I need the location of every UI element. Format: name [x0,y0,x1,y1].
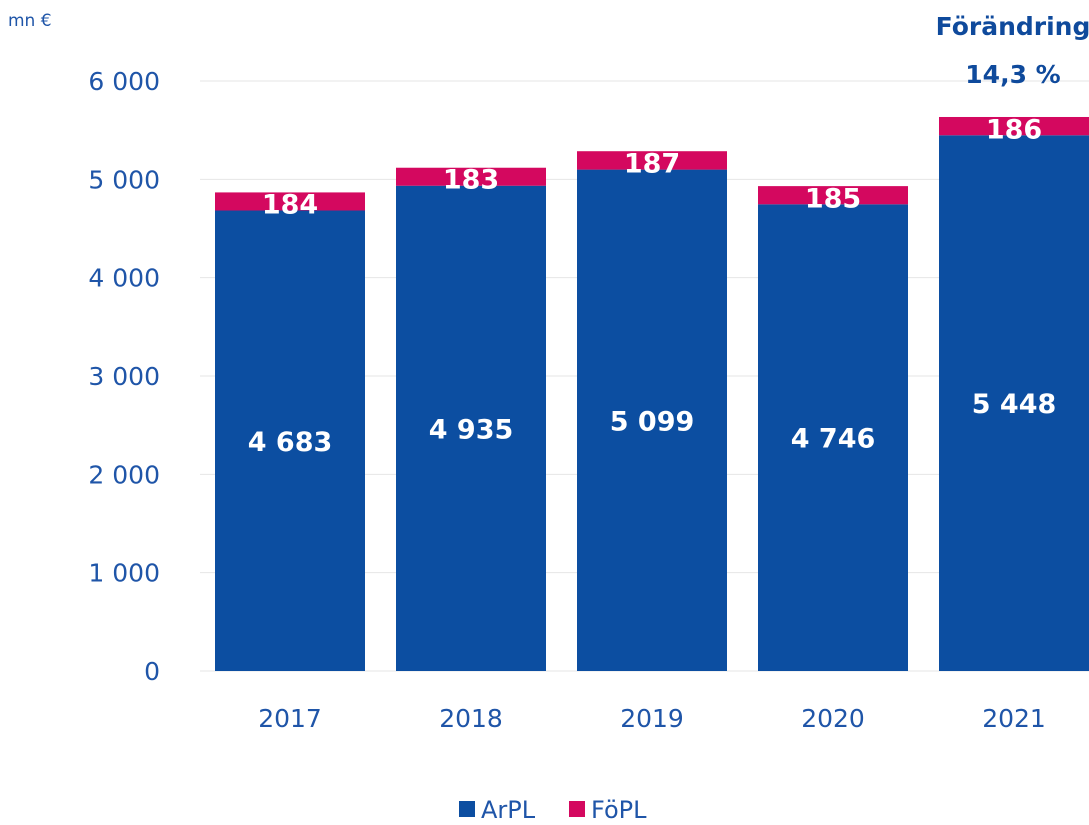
data-label-fopl: 185 [805,183,861,214]
data-label-arpl: 5 099 [610,406,695,437]
x-tick-label: 2018 [439,704,503,733]
bar-arpl [577,169,727,671]
data-label-fopl: 187 [624,149,680,180]
y-tick-label: 1 000 [88,559,160,588]
change-annotation-value: 14,3 % [965,60,1060,89]
legend-label-fopl: FöPL [591,796,647,824]
bar-arpl [939,135,1089,671]
bar-arpl [215,210,365,671]
y-axis-unit-label: mn € [8,11,52,31]
bars [215,116,1089,671]
data-label-arpl: 4 935 [429,414,514,445]
y-axis-tick-labels: 0 1 000 2 000 3 000 4 000 5 000 6 000 [88,67,160,686]
x-axis-tick-labels: 2017 2018 2019 2020 2021 [258,704,1046,733]
change-annotation-title: Förändring [936,12,1089,41]
y-tick-label: 3 000 [88,362,160,391]
y-tick-label: 5 000 [88,165,160,194]
data-label-fopl: 186 [986,114,1042,145]
bar-fopl [939,116,1089,136]
y-tick-label: 6 000 [88,67,160,96]
data-label-arpl: 4 683 [248,427,333,458]
bar-arpl [758,204,908,671]
bar-fopl [396,167,546,186]
legend: ArPL FöPL [459,796,647,824]
bar-fopl [758,186,908,205]
x-tick-label: 2020 [801,704,865,733]
x-tick-label: 2019 [620,704,684,733]
bar-fopl [577,151,727,170]
data-label-fopl: 183 [443,165,499,196]
legend-swatch-arpl [459,801,475,817]
x-tick-label: 2017 [258,704,322,733]
y-tick-label: 2 000 [88,460,160,489]
legend-label-arpl: ArPL [481,796,536,824]
y-tick-label: 4 000 [88,264,160,293]
legend-swatch-fopl [569,801,585,817]
data-label-arpl: 5 448 [972,389,1057,420]
data-label-arpl: 4 746 [791,424,876,455]
data-label-fopl: 184 [262,190,318,221]
bar-data-labels: 4 683 184 4 935 183 5 099 187 4 746 185 5 448 186 [248,114,1057,457]
y-tick-label: 0 [144,657,160,686]
bar-fopl [215,192,365,211]
x-tick-label: 2021 [982,704,1046,733]
bar-arpl [396,185,546,671]
